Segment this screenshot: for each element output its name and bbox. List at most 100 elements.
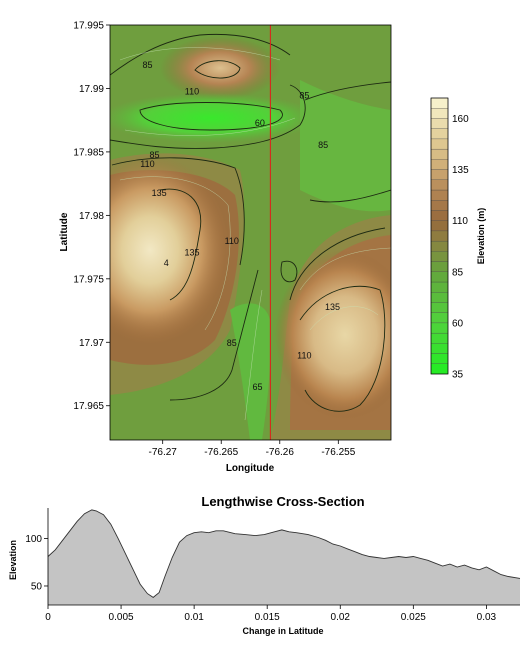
map-y-tick-label: 17.975 <box>73 274 104 285</box>
contour-line <box>159 188 202 301</box>
map-axes: -76.27 -76.265 -76.26 -76.255 17.965 17.97 17.… <box>73 21 355 459</box>
contour-label: 85 <box>299 90 309 100</box>
map-x-tick-label: -76.265 <box>204 447 238 458</box>
cross-section-x-tick-label: 0.005 <box>109 612 134 623</box>
contour-label: 135 <box>184 248 199 258</box>
contour-line <box>110 84 306 149</box>
colorbar-band <box>430 312 449 324</box>
colorbar-band <box>430 159 449 170</box>
map-x-tick-label: -76.26 <box>266 447 295 458</box>
cross-section-y-axis-label: Elevation <box>8 540 18 580</box>
cross-section-line <box>47 509 521 598</box>
contour-label: 135 <box>152 188 167 198</box>
terrain-east-peak <box>275 250 391 420</box>
colorbar-tick-label: 35 <box>452 370 464 381</box>
colorbar-band <box>430 343 449 354</box>
cross-section-x-tick-label: 0.01 <box>184 612 204 623</box>
map-y-tick-label: 17.965 <box>73 401 104 412</box>
contour-line <box>309 189 391 203</box>
colorbar-tick-label: 110 <box>452 216 468 227</box>
colorbar-band <box>430 108 449 119</box>
elevation-colorbar: 35 60 85 110 135 160 <box>430 97 469 381</box>
colorbar-band <box>430 169 449 180</box>
contour-line <box>304 81 391 101</box>
colorbar-band <box>430 251 449 262</box>
contour-label: 4 <box>164 258 169 268</box>
colorbar-band <box>430 332 449 344</box>
map-y-tick-label: 17.99 <box>79 84 104 95</box>
minor-contour-line <box>119 47 281 61</box>
minor-contour-line <box>119 176 231 331</box>
map-x-axis-label: Longitude <box>226 463 275 474</box>
cross-section-y-tick-label: 50 <box>31 581 43 592</box>
colorbar-tick-label: 60 <box>452 318 464 329</box>
cross-section-x-tick-label: 0.015 <box>255 612 280 623</box>
colorbar-tick-label: 135 <box>452 165 469 176</box>
contour-line <box>169 269 259 401</box>
contour-label: 110 <box>140 159 154 169</box>
terrain-north-peak <box>160 36 280 100</box>
cross-section-area <box>48 509 520 605</box>
colorbar-band <box>430 261 449 272</box>
contour-line <box>289 227 386 301</box>
colorbar-band <box>430 322 449 334</box>
contour-label: 110 <box>225 236 239 246</box>
colorbar-band <box>430 210 449 221</box>
colorbar-border <box>430 97 449 375</box>
colorbar-band <box>430 179 449 191</box>
terrain-valley-north <box>110 93 320 143</box>
cross-section-x-tick-label: 0.02 <box>331 612 351 623</box>
contour-label: 60 <box>255 118 265 128</box>
minor-contour-line <box>299 247 391 291</box>
contour-label: 65 <box>253 382 263 392</box>
colorbar-band <box>430 138 449 150</box>
colorbar-band <box>430 353 449 364</box>
contour-label: 85 <box>142 60 152 70</box>
colorbar-tick-label: 85 <box>452 267 464 278</box>
minor-contour-lines <box>119 47 391 421</box>
cross-section-x-tick-label: 0 <box>45 612 51 623</box>
map-x-tick-label: -76.27 <box>149 447 178 458</box>
contour-label: 110 <box>185 86 199 96</box>
terrain-west-peak <box>110 155 230 345</box>
contour-line <box>194 60 241 79</box>
colorbar-band <box>430 363 449 375</box>
contour-lines <box>110 33 391 412</box>
map-y-tick-label: 17.98 <box>79 211 104 222</box>
contour-line <box>111 157 245 266</box>
colorbar-band <box>430 97 449 109</box>
minor-contour-line <box>244 289 263 421</box>
contour-label: 85 <box>149 150 159 160</box>
cross-section-chart: 0 0.005 0.01 0.015 0.02 0.025 0.03 50 100 <box>25 508 521 623</box>
map-y-tick-label: 17.995 <box>73 21 104 32</box>
cross-section-x-tick-label: 0.03 <box>477 612 497 623</box>
colorbar-band <box>430 271 449 283</box>
contour-line <box>299 285 386 412</box>
contour-line <box>139 102 283 131</box>
colorbar-band <box>430 302 449 313</box>
colorbar-band <box>430 200 449 211</box>
colorbar-band <box>430 189 449 201</box>
colorbar-band <box>430 240 449 252</box>
cross-section-x-axis-label: Change in Latitude <box>243 626 324 636</box>
contour-label: 85 <box>318 140 328 150</box>
minor-contour-line <box>124 117 296 136</box>
colorbar-label: Elevation (m) <box>476 208 486 265</box>
colorbar-band <box>430 118 449 129</box>
colorbar-tick-label: 160 <box>452 114 469 125</box>
cross-section-y-tick-label: 100 <box>25 534 42 545</box>
contour-line <box>280 260 298 283</box>
contour-line <box>110 33 291 76</box>
colorbar-band <box>430 230 449 242</box>
colorbar-band <box>430 128 449 140</box>
map-y-tick-label: 17.985 <box>73 147 104 158</box>
map-y-axis-label: Latitude <box>59 212 70 251</box>
map-x-tick-label: -76.255 <box>321 447 355 458</box>
minor-contour-line <box>309 306 379 331</box>
contour-label: 110 <box>297 350 311 360</box>
cross-section-x-tick-label: 0.025 <box>401 612 426 623</box>
contour-label: 135 <box>325 302 340 312</box>
